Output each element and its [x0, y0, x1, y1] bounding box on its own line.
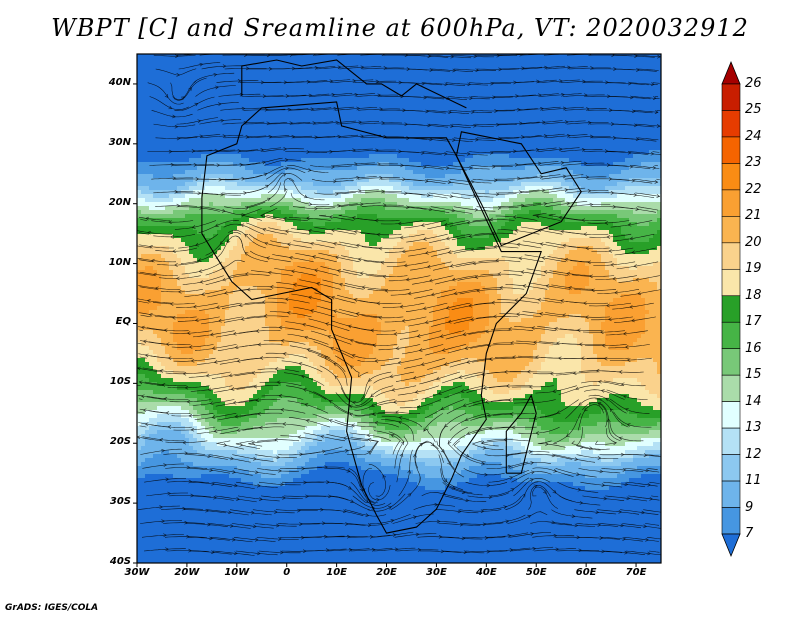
colorbar-segment	[721, 454, 741, 482]
colorbar-label: 15	[745, 367, 762, 383]
colorbar-segment	[721, 189, 741, 217]
colorbar-top-arrow	[721, 60, 741, 85]
colorbar-segment	[721, 242, 741, 270]
colorbar-label: 21	[745, 208, 762, 224]
colorbar-label: 14	[745, 393, 762, 409]
coastlines	[201, 59, 582, 534]
colorbar-segment	[721, 83, 741, 111]
colorbar-label: 17	[745, 314, 762, 330]
colorbar-segment	[721, 374, 741, 402]
x-tick-label: 10W	[224, 567, 250, 578]
y-tick-label: 40N	[108, 76, 131, 88]
colorbar-label: 7	[745, 526, 754, 541]
colorbar-segment	[721, 401, 741, 429]
x-tick-label: 70E	[625, 567, 647, 578]
colorbar-segment	[721, 136, 741, 164]
x-tick-label: 30E	[426, 567, 447, 578]
x-tick-label: 30W	[124, 567, 150, 578]
colorbar-label: 23	[745, 155, 762, 171]
y-tick-label: 20N	[108, 196, 131, 208]
colorbar-label: 9	[745, 499, 754, 515]
colorbar-label: 24	[745, 128, 762, 144]
colorbar-label: 19	[745, 261, 762, 277]
colorbar-segment	[721, 480, 741, 508]
colorbar-segment	[721, 295, 741, 323]
colorbar-label: 25	[745, 102, 762, 118]
colorbar-bottom-arrow	[721, 533, 741, 558]
x-tick-label: 60E	[575, 567, 597, 578]
colorbar-segment	[721, 110, 741, 138]
map-frame	[136, 53, 662, 564]
colorbar-label: 20	[745, 234, 762, 250]
colorbar-segment	[721, 268, 741, 297]
y-tick-label: 30S	[109, 496, 131, 508]
grads-credit: GrADS: IGES/COLA	[5, 603, 99, 613]
colorbar-segment	[721, 163, 741, 191]
y-tick-label: 10S	[109, 376, 131, 388]
colorbar-label: 18	[745, 287, 762, 303]
y-tick-label: 10N	[108, 256, 131, 268]
x-tick-label: 20W	[174, 567, 200, 578]
colorbar-label: 26	[745, 76, 762, 91]
colorbar-label: 11	[745, 473, 762, 489]
colorbar-segment	[721, 348, 741, 376]
x-tick-label: 50E	[525, 567, 547, 578]
colorbar-label: 12	[745, 446, 762, 462]
colorbar-label: 22	[745, 181, 762, 197]
colorbar-label: 16	[745, 340, 762, 356]
x-tick-label: 0	[283, 567, 291, 578]
colorbar-segment	[721, 321, 741, 350]
x-tick-label: 20E	[376, 567, 397, 578]
x-tick-label: 10E	[326, 567, 347, 578]
y-tick-label: 20S	[109, 436, 131, 448]
y-tick-label: 30N	[108, 136, 131, 148]
colorbar-label: 13	[745, 420, 762, 436]
chart-title: WBPT [C] and Sreamline at 600hPa, VT: 20…	[51, 14, 749, 42]
colorbar-segment	[721, 507, 741, 535]
wbpt-field	[137, 54, 661, 563]
x-tick-label: 40E	[475, 567, 497, 578]
colorbar-segment	[721, 216, 741, 244]
y-tick-label: EQ	[115, 316, 131, 328]
y-tick-label: 40S	[109, 556, 131, 567]
colorbar-segment	[721, 427, 741, 455]
